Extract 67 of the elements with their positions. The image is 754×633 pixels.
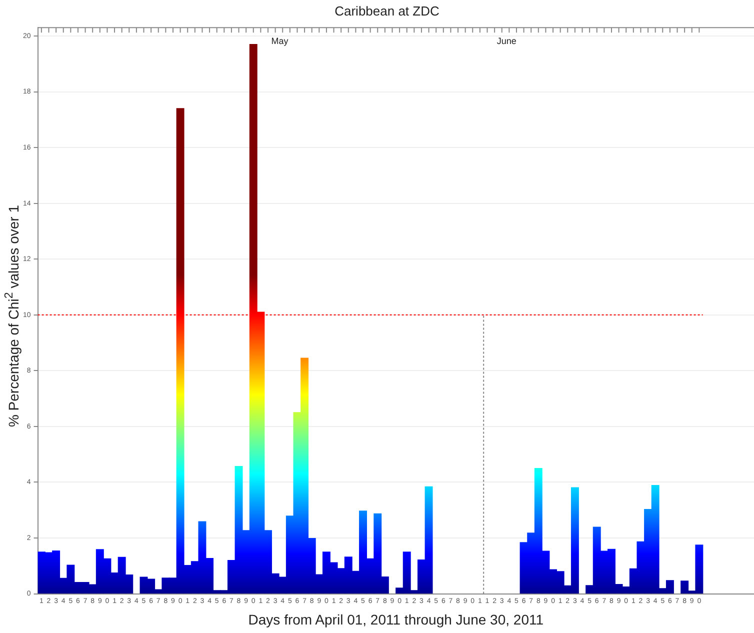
bar xyxy=(608,548,616,594)
bar xyxy=(242,530,250,594)
bar xyxy=(264,530,272,594)
bar xyxy=(570,487,579,594)
bar xyxy=(586,585,594,594)
bar xyxy=(176,108,184,594)
bar xyxy=(96,549,104,594)
bar xyxy=(651,484,660,594)
bar xyxy=(249,44,258,594)
bar xyxy=(234,466,243,594)
bar xyxy=(549,569,558,594)
annotation: June xyxy=(496,36,516,46)
bar xyxy=(424,486,433,594)
chart-title: Caribbean at ZDC xyxy=(334,3,440,18)
bar xyxy=(118,556,126,594)
bar xyxy=(184,565,192,594)
bar xyxy=(410,590,418,594)
bar xyxy=(220,590,228,594)
bar xyxy=(417,559,426,594)
bar xyxy=(300,358,309,594)
bar xyxy=(147,578,156,594)
bar xyxy=(256,312,265,594)
bar xyxy=(206,558,214,594)
bar xyxy=(198,521,206,594)
bar xyxy=(315,574,324,594)
bar xyxy=(103,558,112,594)
bar xyxy=(74,582,82,594)
annotation: May xyxy=(271,36,289,46)
bar xyxy=(534,468,542,594)
bar xyxy=(169,578,177,594)
bar xyxy=(666,580,674,594)
bar xyxy=(38,552,46,594)
bar xyxy=(542,550,550,594)
bar xyxy=(592,526,601,594)
bar xyxy=(278,576,287,594)
bar xyxy=(374,513,382,594)
bar xyxy=(66,564,75,594)
bar xyxy=(322,552,330,594)
bar xyxy=(308,538,316,594)
bar xyxy=(359,510,367,594)
bar xyxy=(680,580,689,594)
bar xyxy=(330,562,338,594)
bar xyxy=(52,550,60,594)
bar xyxy=(644,508,652,594)
bar xyxy=(527,532,536,594)
bar xyxy=(556,571,564,594)
bar xyxy=(600,550,608,594)
bar xyxy=(695,544,704,594)
bar xyxy=(88,584,97,594)
bar xyxy=(396,588,404,594)
bar xyxy=(344,556,352,594)
bar xyxy=(81,582,90,594)
bar xyxy=(614,584,623,594)
bar xyxy=(636,541,645,594)
bar xyxy=(227,560,236,594)
bar xyxy=(125,574,134,594)
bar xyxy=(564,585,572,594)
bar xyxy=(658,588,667,594)
bar xyxy=(352,570,360,594)
bar xyxy=(380,576,389,594)
bar xyxy=(402,552,411,594)
bar xyxy=(622,586,630,594)
bar xyxy=(337,568,346,594)
bar xyxy=(162,578,170,594)
bar xyxy=(293,412,302,594)
x-axis-title: Days from April 01, 2011 through June 30, 2011 xyxy=(248,611,544,628)
bar xyxy=(110,572,119,594)
